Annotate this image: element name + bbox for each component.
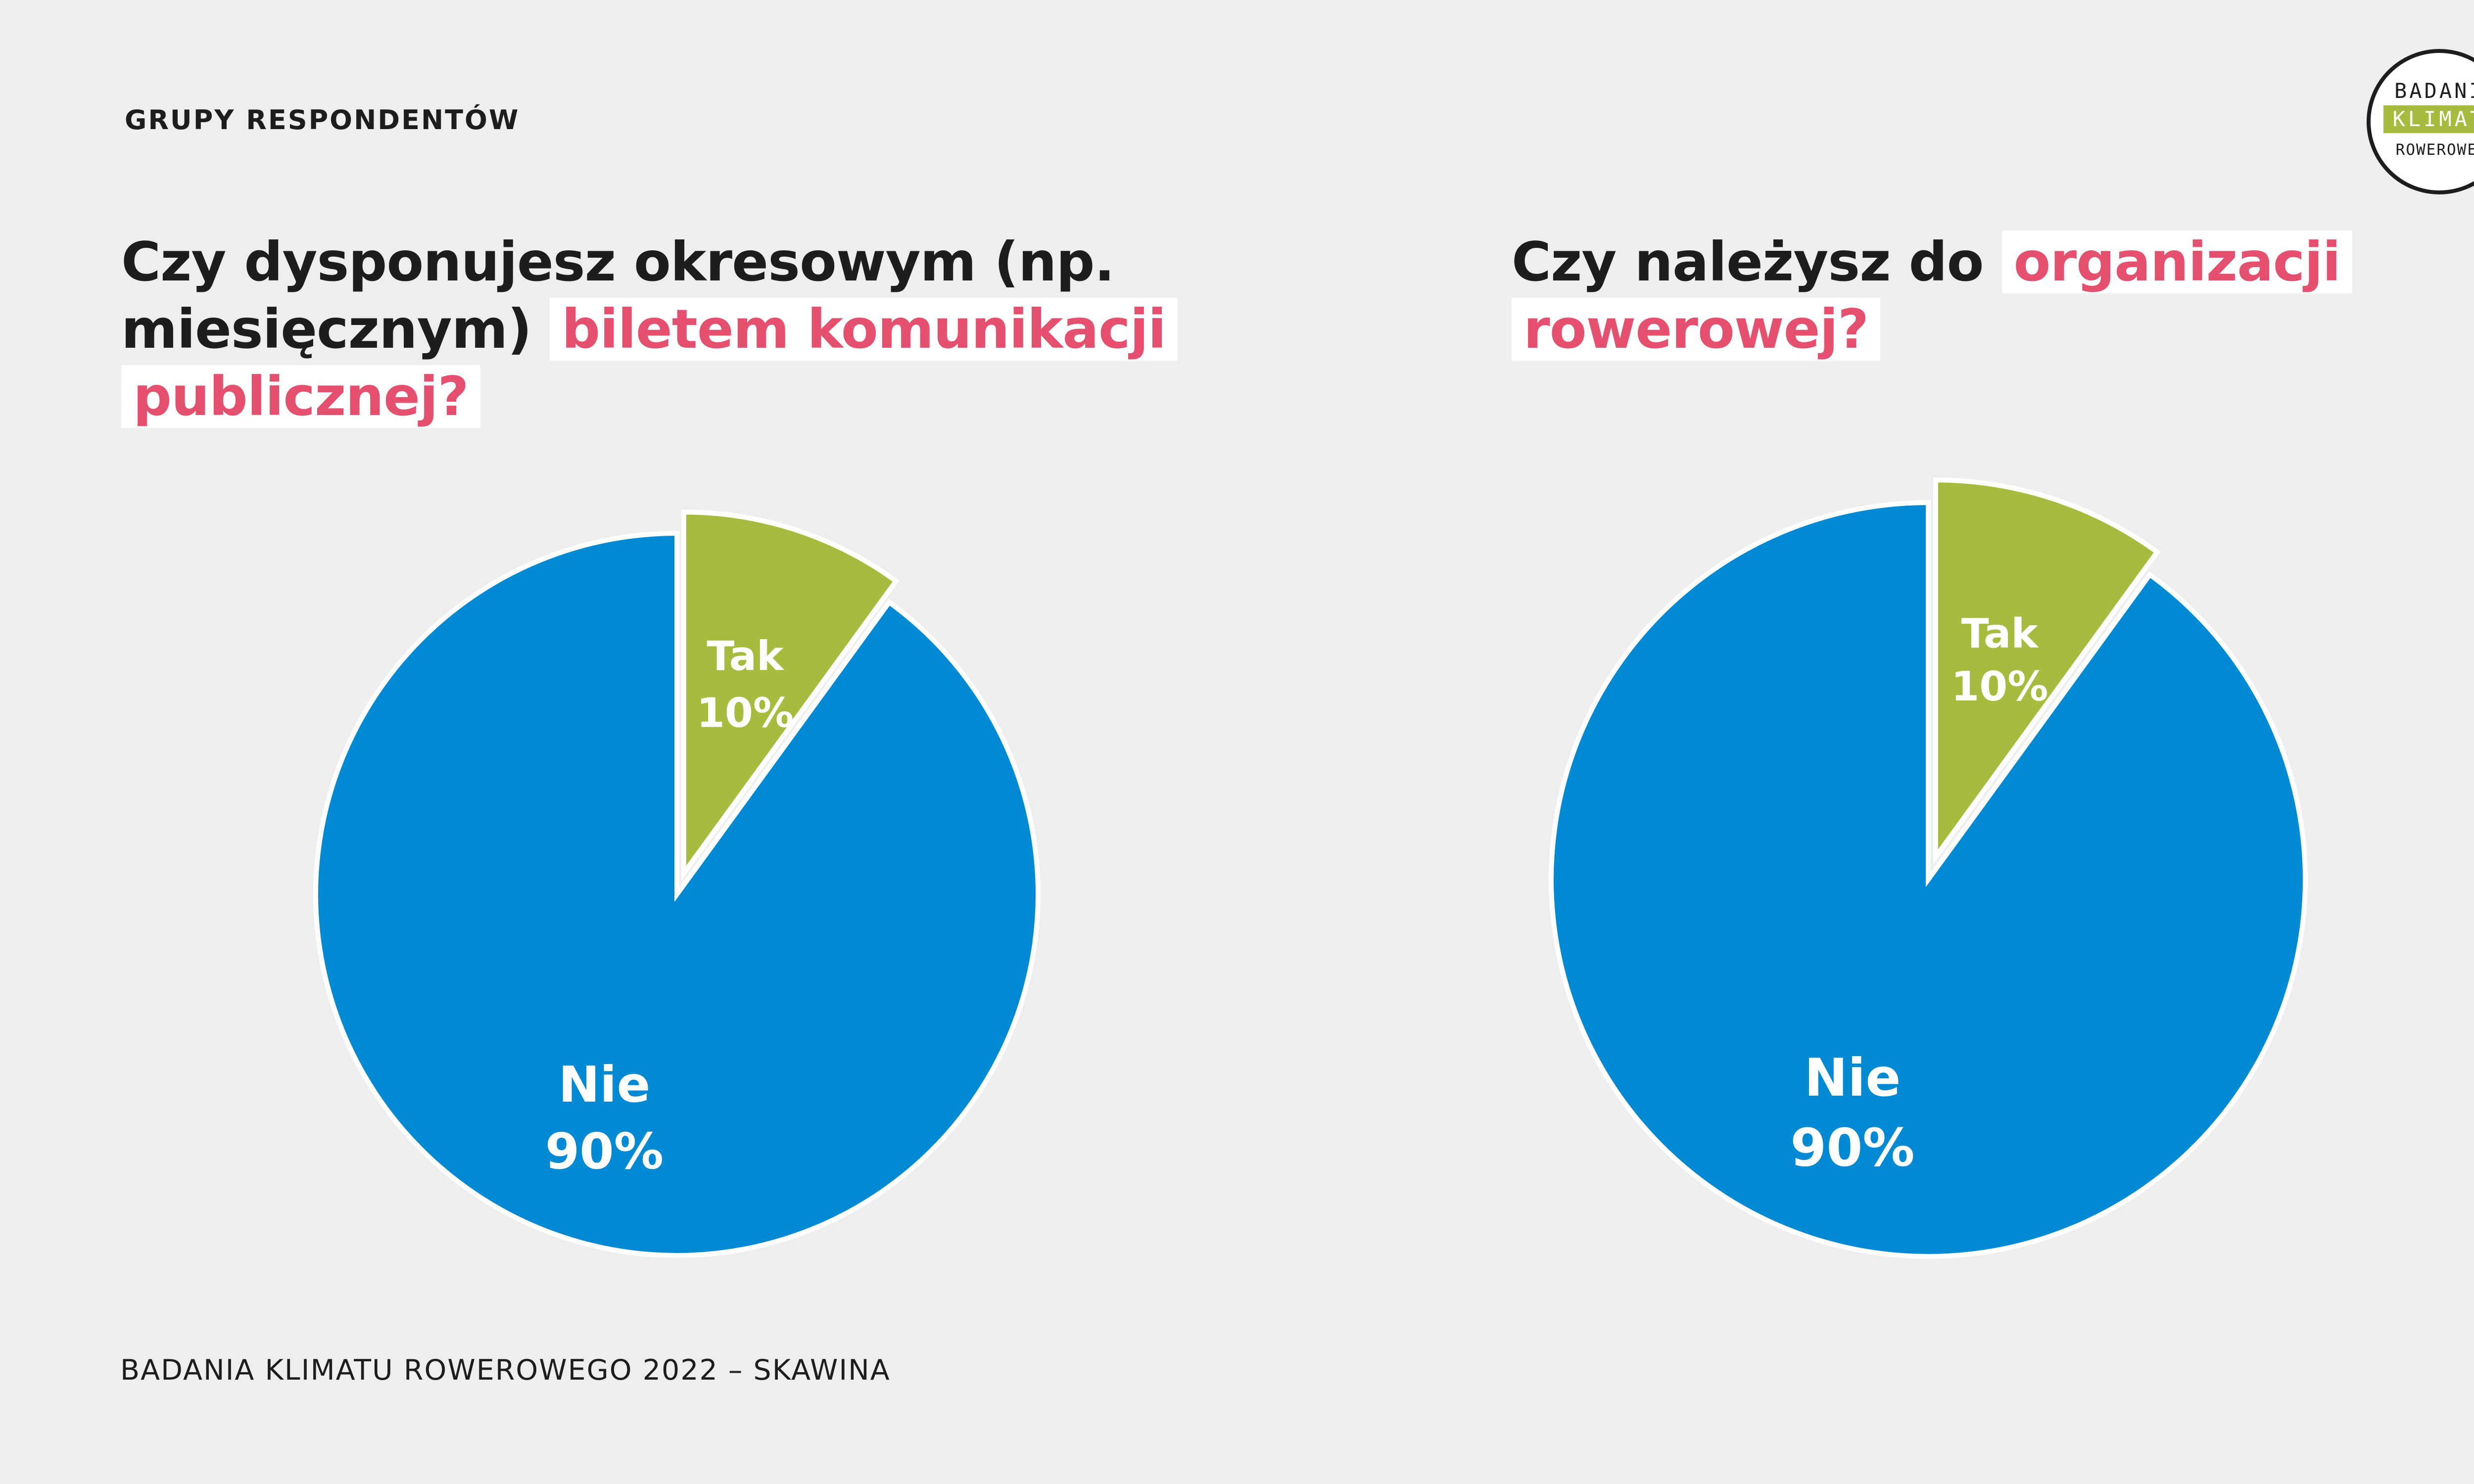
slice-category-label: Tak: [707, 633, 785, 680]
question-plain-text: Czy dysponujesz okresowym (np. miesięczn…: [121, 231, 1115, 361]
pie-slice-tak: [1933, 477, 2161, 865]
slice-category-label: Nie: [558, 1056, 650, 1113]
slice-category-label: Tak: [1961, 610, 2040, 657]
section-label: GRUPY RESPONDENTÓW: [125, 104, 520, 136]
logo: BADANIA KLIMATU ROWEROWEGO: [2364, 48, 2474, 195]
question-organization: Czy należysz do organizacji rowerowej?: [1512, 229, 2452, 363]
slice-value-label: 90%: [545, 1122, 664, 1180]
logo-line1: BADANIA: [2394, 79, 2474, 103]
footer-text: BADANIA KLIMATU ROWEROWEGO 2022 – SKAWIN…: [120, 1354, 891, 1387]
slice-value-label: 90%: [1790, 1118, 1914, 1178]
pie-slice-nie: [1549, 500, 2308, 1259]
logo-line2: KLIMATU: [2392, 107, 2474, 131]
slice-value-label: 10%: [1951, 663, 2048, 710]
question-plain-text: Czy należysz do: [1512, 231, 1984, 293]
slice-category-label: Nie: [1804, 1048, 1901, 1108]
logo-line3: ROWEROWEGO: [2396, 141, 2474, 159]
pie-slice-tak: [681, 510, 900, 881]
slice-value-label: 10%: [697, 690, 794, 737]
question-ticket: Czy dysponujesz okresowym (np. miesięczn…: [121, 229, 1259, 430]
pie-slice-nie: [313, 530, 1041, 1258]
